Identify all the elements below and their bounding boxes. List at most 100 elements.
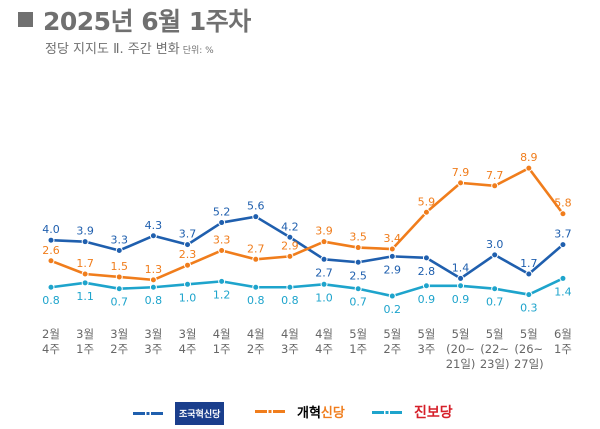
data-label: 3.0: [486, 238, 504, 251]
data-point: [422, 254, 430, 262]
x-tick-label: 3월: [110, 327, 128, 341]
data-label: 8.9: [520, 151, 538, 164]
data-point: [252, 213, 260, 221]
title-text: 2025년 6월 1주차: [43, 7, 251, 36]
data-point: [115, 246, 123, 254]
data-label: 2.8: [418, 265, 436, 278]
x-tick-label: 6월: [554, 327, 572, 341]
data-label: 5.8: [554, 197, 572, 210]
data-label: 3.9: [315, 225, 333, 238]
data-label: 3.5: [349, 231, 367, 244]
data-point: [491, 182, 499, 190]
data-point: [218, 246, 226, 254]
legend-item-progressive: 진보당: [372, 402, 453, 422]
data-point: [457, 274, 465, 282]
x-tick-label: 23일): [480, 357, 510, 371]
legend-label: 개혁신당: [297, 402, 345, 421]
data-label: 5.6: [247, 200, 265, 213]
data-label: 0.7: [111, 296, 129, 309]
data-point: [354, 244, 362, 252]
data-label: 1.0: [315, 291, 333, 304]
data-point: [422, 208, 430, 216]
x-tick-label: 2주: [110, 342, 128, 356]
data-point: [388, 252, 396, 260]
data-label: 1.0: [179, 291, 197, 304]
data-point: [252, 255, 260, 263]
data-point: [320, 255, 328, 263]
data-label: 1.7: [76, 257, 94, 270]
data-point: [81, 238, 89, 246]
data-point: [115, 285, 123, 293]
data-label: 3.3: [111, 233, 129, 246]
x-tick-label: 5월: [349, 327, 367, 341]
data-label: 1.5: [111, 260, 129, 273]
data-label: 0.8: [42, 294, 60, 307]
data-point: [47, 283, 55, 291]
x-tick-label: (22~: [480, 342, 509, 356]
data-label: 2.5: [349, 269, 367, 282]
data-label: 1.2: [213, 288, 231, 301]
data-label: 0.8: [281, 294, 299, 307]
data-point: [252, 283, 260, 291]
x-tick-label: 3월: [76, 327, 94, 341]
data-label: 5.2: [213, 206, 231, 219]
x-tick-label: (20~: [446, 342, 475, 356]
data-point: [286, 283, 294, 291]
data-label: 0.8: [145, 294, 163, 307]
data-label: 2.7: [247, 242, 265, 255]
subtitle-text: 정당 지지도 Ⅱ. 주간 변화: [45, 42, 180, 57]
data-label: 3.7: [179, 228, 197, 241]
x-tick-label: 27일): [514, 357, 544, 371]
data-label: 1.1: [76, 290, 94, 303]
data-point: [320, 238, 328, 246]
x-tick-label: 1주: [213, 342, 231, 356]
data-label: 2.9: [384, 263, 402, 276]
data-point: [491, 285, 499, 293]
data-point: [320, 280, 328, 288]
data-label: 4.2: [281, 220, 299, 233]
data-point: [457, 179, 465, 187]
x-tick-label: 3주: [144, 342, 162, 356]
legend-label: 조국혁신당: [175, 402, 225, 425]
x-tick-label: 1주: [554, 342, 572, 356]
data-point: [457, 282, 465, 290]
legend-line-icon: [255, 410, 285, 413]
data-point: [422, 282, 430, 290]
data-label: 5.9: [418, 195, 436, 208]
legend-line-icon: [133, 412, 163, 415]
x-tick-label: 4월: [213, 327, 231, 341]
data-label: 3.9: [76, 225, 94, 238]
data-label: 3.7: [554, 228, 572, 241]
x-tick-label: (26~: [514, 342, 543, 356]
data-point: [149, 283, 157, 291]
data-label: 0.7: [486, 296, 504, 309]
data-point: [354, 258, 362, 266]
data-point: [149, 276, 157, 284]
data-label: 1.4: [554, 285, 572, 298]
data-label: 2.9: [281, 239, 299, 252]
data-point: [149, 232, 157, 240]
data-point: [184, 261, 192, 269]
x-tick-label: 1주: [349, 342, 367, 356]
x-tick-label: 5월: [486, 327, 504, 341]
x-tick-label: 2주: [383, 342, 401, 356]
data-label: 7.7: [486, 169, 504, 182]
data-label: 1.4: [452, 261, 470, 274]
x-tick-label: 4주: [42, 342, 60, 356]
data-label: 1.3: [145, 263, 163, 276]
data-point: [388, 245, 396, 253]
legend-label: 진보당: [414, 405, 453, 421]
data-label: 2.6: [42, 244, 60, 257]
data-point: [218, 277, 226, 285]
data-point: [286, 233, 294, 241]
data-point: [559, 241, 567, 249]
x-tick-label: 4주: [315, 342, 333, 356]
x-tick-label: 5월: [452, 327, 470, 341]
x-tick-label: 2주: [247, 342, 265, 356]
data-point: [81, 279, 89, 287]
chart-subtitle: 정당 지지도 Ⅱ. 주간 변화 단위: %: [45, 38, 214, 57]
data-point: [388, 292, 396, 300]
data-point: [525, 164, 533, 172]
